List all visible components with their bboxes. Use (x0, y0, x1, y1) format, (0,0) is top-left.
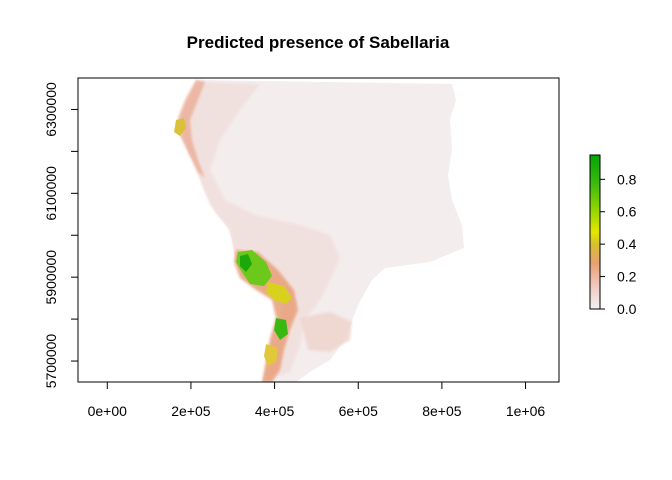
y-tick-label: 5700000 (43, 334, 59, 389)
map-title: Predicted presence of Sabellaria (187, 33, 450, 52)
legend-tick-label: 0.8 (617, 171, 637, 187)
low-probability-area (178, 80, 464, 382)
x-tick-label: 1e+06 (506, 403, 546, 419)
y-tick-label: 5900000 (43, 250, 59, 305)
y-tick-label: 6300000 (43, 82, 59, 137)
hotspot-yellow-mid (266, 282, 292, 304)
legend-tick-label: 0.0 (617, 301, 637, 317)
prediction-raster (174, 80, 464, 382)
legend-tick-label: 0.6 (617, 204, 637, 220)
x-tick-label: 0e+00 (88, 403, 128, 419)
hotspot-green-south (274, 318, 288, 340)
hotspot-darkgreen (240, 254, 252, 272)
x-tick-label: 4e+05 (255, 403, 295, 419)
legend-colorbar (589, 154, 601, 310)
legend: 0.0 0.2 0.4 0.6 0.8 (589, 154, 637, 317)
x-tick-label: 8e+05 (422, 403, 462, 419)
x-tick-label: 2e+05 (171, 403, 211, 419)
y-axis: 5700000 5900000 6100000 6300000 (43, 82, 79, 389)
legend-tick-label: 0.4 (617, 236, 637, 252)
pink-tint-area (182, 82, 340, 380)
legend-tick-label: 0.2 (617, 269, 637, 285)
x-tick-label: 6e+05 (339, 403, 379, 419)
x-axis: 0e+00 2e+05 4e+05 6e+05 8e+05 1e+06 (88, 381, 546, 419)
hotspot-yellow-south (264, 344, 278, 366)
coastal-band (178, 80, 205, 178)
pink-patch-south (300, 312, 352, 352)
y-tick-label: 6100000 (43, 166, 59, 221)
legend-ticks: 0.0 0.2 0.4 0.6 0.8 (600, 171, 637, 317)
hotspot-north (174, 118, 186, 136)
